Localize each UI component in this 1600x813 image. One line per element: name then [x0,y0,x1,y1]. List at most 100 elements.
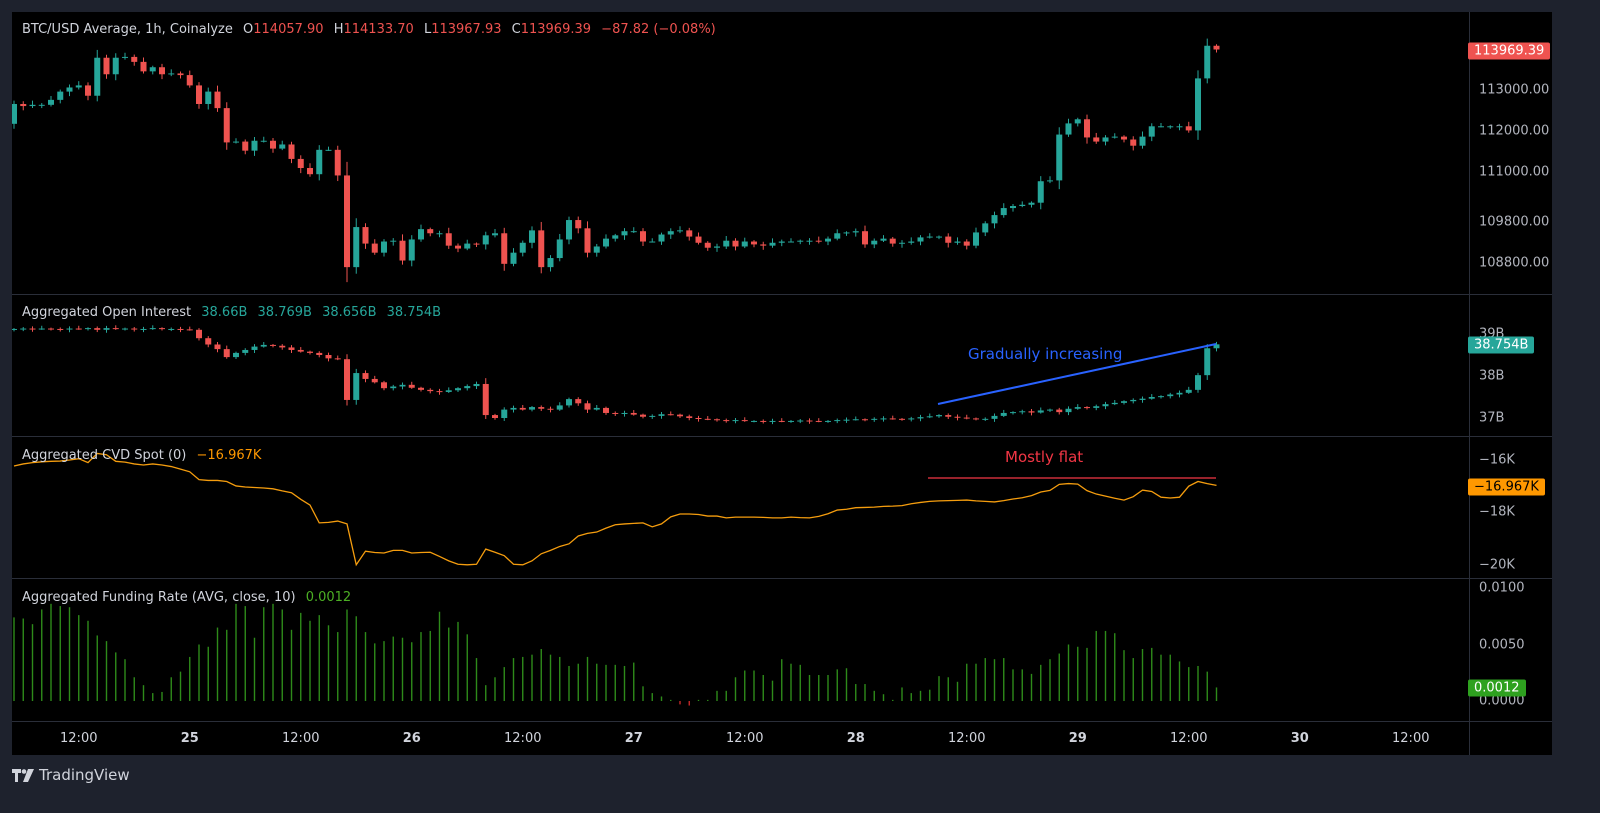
oi-candle-body [603,407,609,413]
time-axis-label: 12:00 [726,731,764,746]
price-candle-body [825,238,831,242]
oi-candle [75,325,82,330]
price-candle-body [408,239,415,261]
price-candle [1037,176,1044,210]
price-candle-body [270,140,276,149]
price-candle [603,234,609,249]
price-candle-body [584,228,591,253]
oi-candle-body [233,352,239,358]
oi-candle-body [945,415,952,417]
pane-separator[interactable] [12,436,1552,437]
price-candle-body [390,240,397,242]
price-candle [112,53,119,81]
oi-candle [640,413,646,419]
oi-candle-body [1056,409,1063,413]
price-candle [908,237,915,245]
price-candle [556,233,563,262]
oi-candle-body [519,407,526,410]
oi-candle [473,381,480,390]
price-candle [936,235,942,240]
price-candle-body [1102,137,1109,142]
price-candle-body [926,236,933,238]
oi-candle [427,388,434,394]
oi-candle-body [547,408,554,410]
price-candle-body [566,220,572,240]
oi-candle-body [288,347,295,350]
price-candle [344,161,350,283]
chart-area[interactable] [12,12,1552,755]
oi-candle-body [1195,375,1201,390]
oi-candle-body [1139,398,1146,400]
price-candle [695,232,702,245]
oi-candle-body [1130,399,1137,402]
oi-candle-body [1084,407,1090,409]
price-candle [566,216,572,245]
oi-candle-body [954,416,961,418]
cvd-annotation-text[interactable]: Mostly flat [1005,448,1084,466]
oi-candle [547,406,554,413]
oi-candle-body [936,415,942,417]
oi-candle [945,413,952,420]
price-candle [686,227,693,241]
price-axis-separator [1469,12,1470,755]
price-candle-body [1185,126,1192,131]
oi-candle-body [982,418,989,420]
oi-candle-body [29,328,36,330]
oi-candle [1047,408,1053,412]
oi-close: 38.754B [386,305,442,320]
price-candle [1185,121,1192,133]
price-candle [464,239,471,251]
tradingview-logo[interactable]: TradingView [12,766,130,784]
oi-candle-body [1019,411,1026,413]
pane-separator[interactable] [12,294,1552,295]
close-prefix: C [511,22,521,37]
oi-candle-body [751,420,757,422]
price-candle-body [1148,126,1155,137]
oi-candle-body [880,418,887,420]
price-candle-body [1213,45,1220,50]
oi-candle [1167,392,1174,399]
oi-candle [1176,390,1183,398]
oi-candle [436,388,443,395]
price-candle-body [751,241,757,245]
price-candle-body [131,56,138,62]
price-candle-body [140,61,147,72]
oi-candle-body [149,328,156,330]
oi-candle-body [1093,406,1100,408]
price-candle-body [316,149,323,175]
oi-candle-body [991,415,998,419]
oi-candle [1213,341,1220,352]
cvd-axis-label: −18K [1479,504,1515,520]
price-candle [455,243,461,253]
oi-candle-body [94,328,101,330]
price-candle-body [603,238,609,247]
price-candle [1111,133,1118,139]
price-candle [270,138,276,153]
price-candle [1213,44,1220,53]
price-candle-body [85,85,91,96]
oi-candle [584,400,591,413]
oi-candle-body [963,417,970,419]
price-candle-body [48,99,54,105]
time-axis-label: 28 [846,731,865,746]
price-candle [510,248,517,267]
time-axis-label: 25 [180,731,199,746]
oi-candle-body [917,417,924,419]
oi-candle-body [658,414,665,416]
price-candle [926,233,933,239]
oi-candle [1084,406,1090,410]
oi-axis-label: 37B [1479,410,1505,426]
oi-candle [103,325,110,333]
chart-canvas[interactable] [12,12,1552,755]
price-candle-body [353,227,360,268]
price-candle-body [233,141,239,143]
pane-separator[interactable] [12,578,1552,579]
price-candle [233,138,239,144]
oi-annotation-text[interactable]: Gradually increasing [968,345,1123,363]
price-candle-body [473,243,480,245]
price-candle [408,235,415,267]
oi-candle-body [436,391,443,393]
price-candle-body [843,232,850,234]
price-candle [751,240,757,248]
price-candle [75,81,82,90]
